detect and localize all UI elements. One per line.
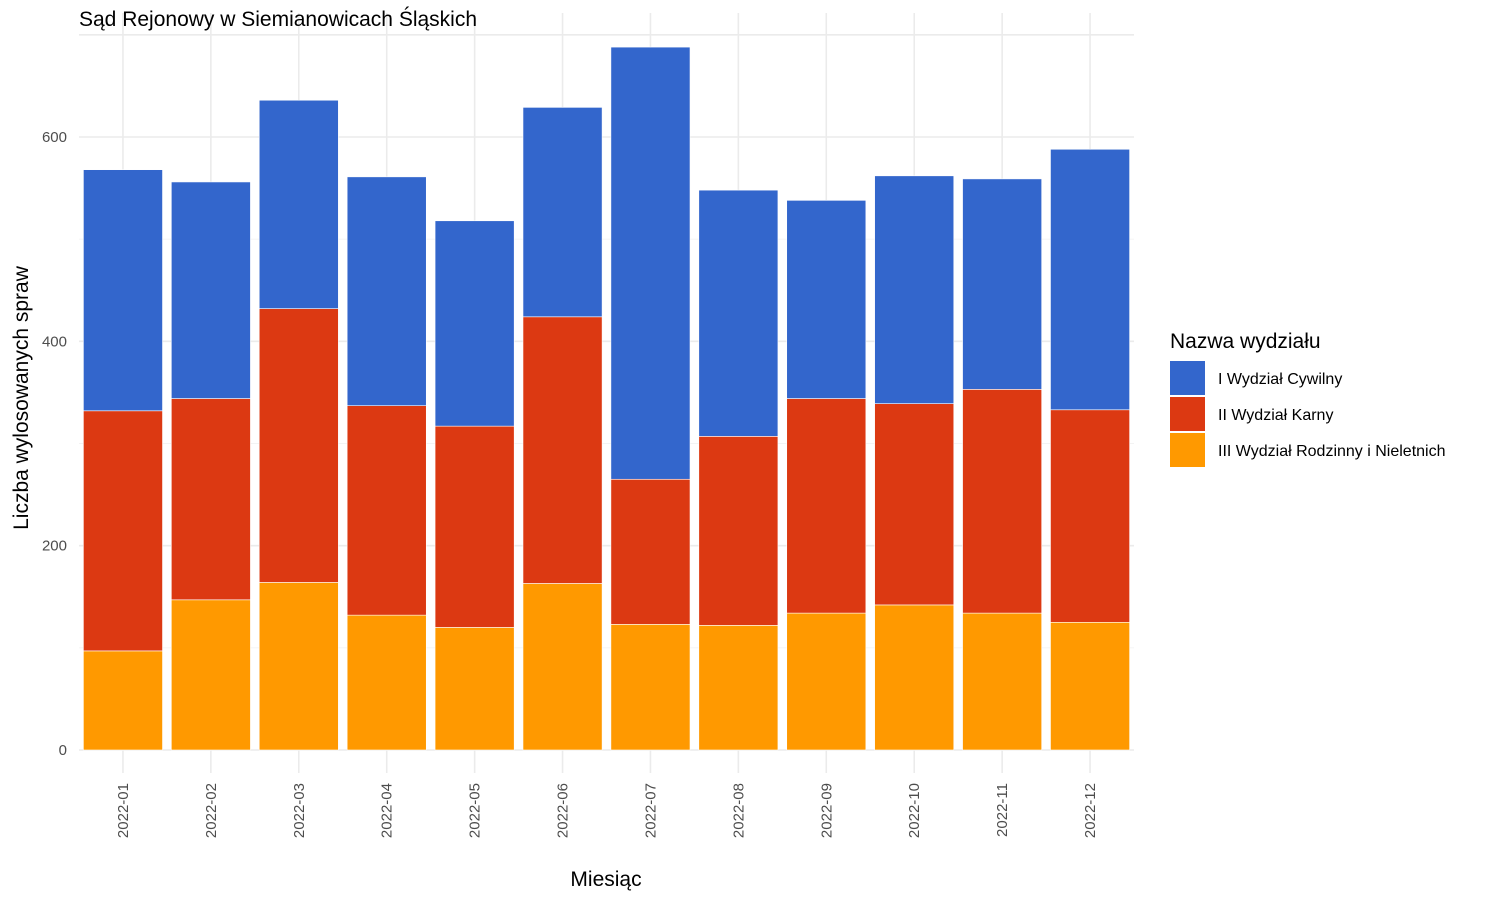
- bar-segment: [434, 425, 515, 628]
- bar-segment: [522, 316, 603, 584]
- axes: 0 200 400 600 2022-01 2022-02 2022-03 2022-04 20…: [42, 129, 1099, 838]
- x-tick-label: 2022-05: [467, 783, 484, 838]
- x-tick-label: 2022-02: [203, 783, 220, 838]
- bar-segment: [258, 308, 339, 583]
- bar-segment: [83, 650, 163, 751]
- y-tick-label: 600: [42, 129, 67, 146]
- legend-key: [1170, 433, 1205, 467]
- x-tick-label: 2022-08: [730, 783, 747, 838]
- legend-label: I Wydział Cywilny: [1218, 371, 1342, 388]
- bar-segment: [1050, 621, 1130, 751]
- y-tick-label: 200: [42, 538, 67, 555]
- x-tick-label: 2022-01: [115, 783, 132, 838]
- bar-segment: [786, 398, 867, 614]
- bar-segment: [1050, 409, 1130, 623]
- bar-segment: [874, 175, 955, 404]
- bar-segment: [1050, 148, 1130, 411]
- x-tick-label: 2022-04: [379, 783, 396, 838]
- bar-segment: [258, 99, 339, 309]
- bar-segment: [346, 176, 427, 406]
- legend-title: Nazwa wydziału: [1170, 330, 1321, 353]
- y-axis-title: Liczba wylosowanych spraw: [10, 265, 33, 530]
- bar-segment: [698, 436, 779, 626]
- bar-segment: [698, 625, 779, 751]
- bar-segment: [346, 614, 427, 751]
- bars: [83, 46, 1130, 751]
- legend-key: [1170, 361, 1205, 395]
- bar-segment: [962, 178, 1042, 390]
- bar-segment: [962, 389, 1042, 614]
- legend: Nazwa wydziału I Wydział Cywilny II Wydzi…: [1170, 330, 1446, 467]
- bar-segment: [171, 398, 251, 601]
- x-tick-label: 2022-03: [291, 783, 308, 838]
- bar-segment: [522, 583, 603, 751]
- bar-segment: [962, 612, 1042, 751]
- bar-segment: [346, 405, 427, 616]
- bar-segment: [171, 599, 251, 751]
- bar-segment: [610, 624, 691, 751]
- legend-label: III Wydział Rodzinny i Nieletnich: [1218, 443, 1446, 460]
- legend-label: II Wydział Karny: [1218, 407, 1333, 424]
- legend-key: [1170, 397, 1205, 431]
- bar-segment: [874, 403, 955, 606]
- x-axis-title: Miesiąc: [570, 868, 641, 891]
- chart-title: Sąd Rejonowy w Siemianowicach Śląskich: [79, 7, 477, 31]
- y-tick-label: 400: [42, 333, 67, 350]
- x-tick-label: 2022-06: [555, 783, 572, 838]
- x-tick-label: 2022-11: [994, 783, 1011, 837]
- y-tick-label: 0: [59, 742, 67, 759]
- bar-segment: [522, 107, 603, 318]
- x-tick-label: 2022-12: [1082, 783, 1099, 838]
- x-tick-label: 2022-10: [906, 783, 923, 838]
- bar-segment: [83, 410, 163, 652]
- bar-segment: [786, 612, 867, 751]
- bar-segment: [786, 200, 867, 399]
- bar-segment: [434, 220, 515, 427]
- bar-segment: [698, 189, 779, 437]
- bar-segment: [874, 604, 955, 751]
- bar-segment: [258, 582, 339, 751]
- x-tick-label: 2022-07: [642, 783, 659, 838]
- bar-segment: [171, 181, 251, 399]
- bar-segment: [434, 627, 515, 751]
- x-tick-label: 2022-09: [818, 783, 835, 838]
- bar-segment: [610, 478, 691, 625]
- bar-segment: [83, 169, 163, 412]
- bar-segment: [610, 46, 691, 480]
